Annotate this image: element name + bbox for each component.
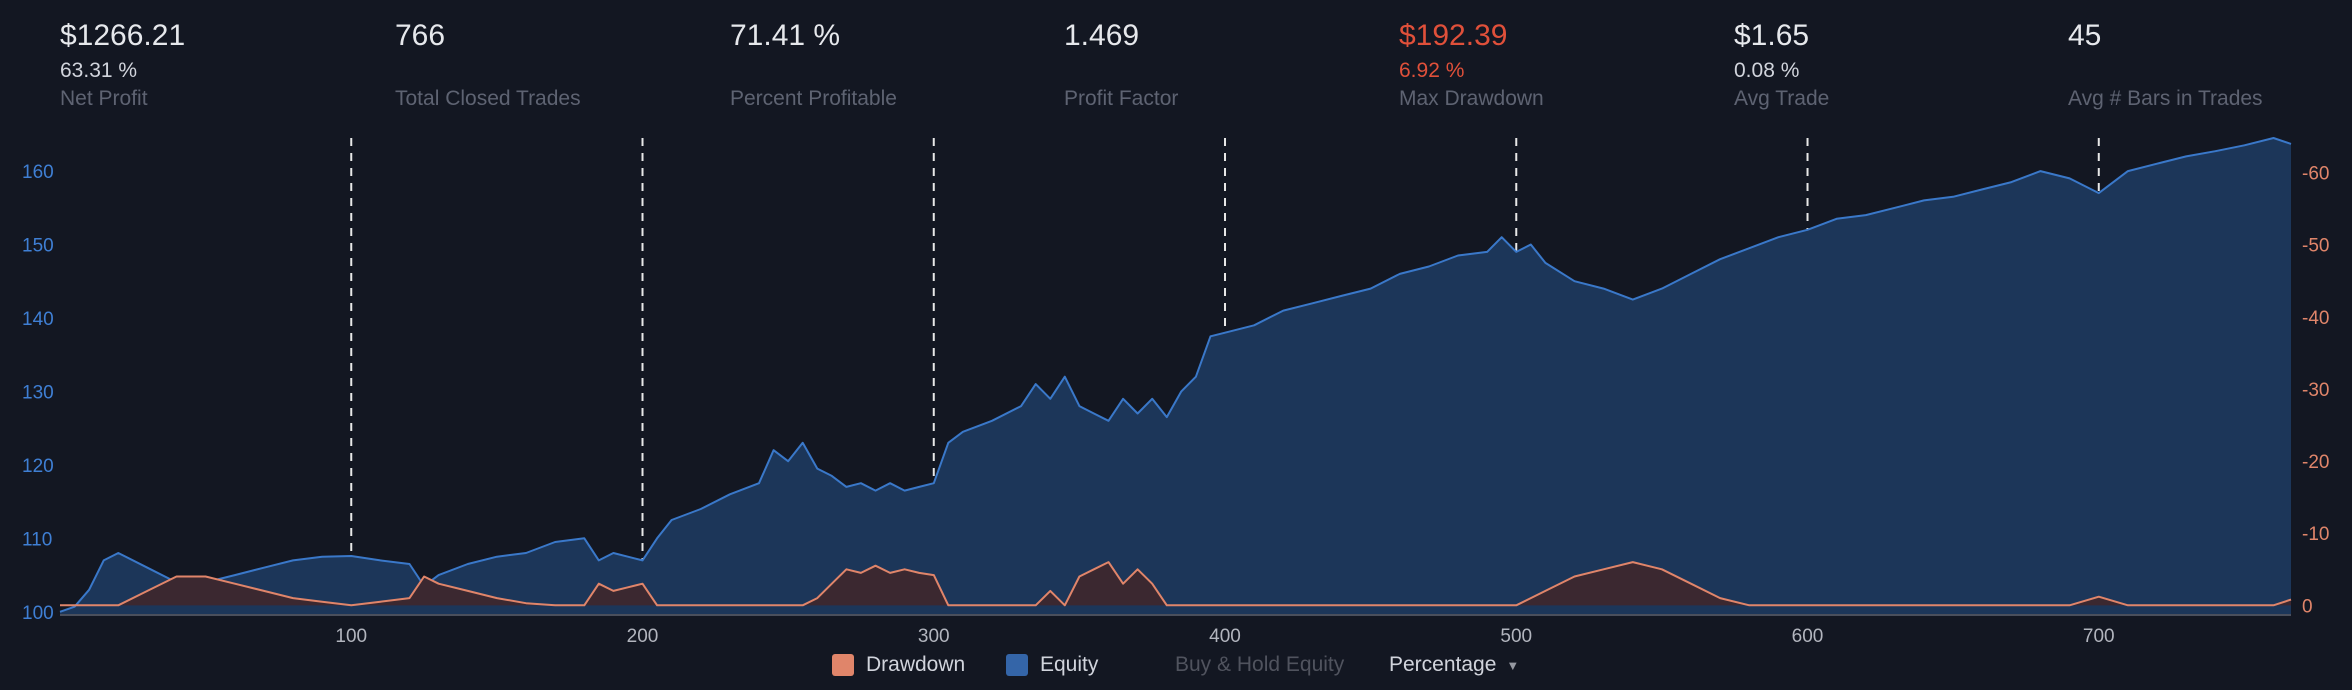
x-axis-ticks: 100 200 300 400 500 600 700 [335,626,2114,647]
x-tick-label: 700 [2083,626,2115,647]
stat-net-profit: $1266.21 63.31 % Net Profit [60,18,360,112]
stat-avg-trade: $1.65 0.08 % Avg Trade [1734,18,2034,112]
stat-label: Net Profit [60,87,148,110]
stat-sub: 6.92 % [1399,59,1465,82]
legend-buy-hold-label: Buy & Hold Equity [1175,653,1345,676]
stat-value: 1.469 [1064,19,1140,52]
right-tick-label: -10 [2302,524,2329,545]
x-tick-label: 500 [1500,626,1532,647]
x-tick-label: 100 [335,626,367,647]
left-tick-label: 120 [22,456,54,477]
legend-equity[interactable]: Equity [1006,648,1098,682]
right-tick-label: -60 [2302,164,2329,185]
legend-equity-label: Equity [1040,653,1099,676]
left-tick-label: 130 [22,382,54,403]
stat-profit-factor: 1.469 Profit Factor [1064,18,1364,112]
chart-legend: Drawdown Equity Buy & Hold Equity Percen… [0,648,2352,682]
equity-swatch-icon [1006,654,1028,676]
left-tick-label: 110 [22,529,52,550]
stat-max-drawdown: $192.39 6.92 % Max Drawdown [1399,18,1699,112]
right-tick-label: -30 [2302,380,2329,401]
stat-sub: 63.31 % [60,59,138,82]
stat-label: Total Closed Trades [395,87,581,110]
equity-series [59,137,2292,614]
legend-drawdown-label: Drawdown [866,653,966,676]
legend-buy-hold[interactable]: Buy & Hold Equity [1175,648,1344,682]
x-tick-label: 400 [1209,626,1241,647]
stat-sub: 0.08 % [1734,59,1800,82]
stat-label: Profit Factor [1064,87,1179,110]
left-tick-label: 150 [22,236,54,257]
drawdown-swatch-icon [832,654,854,676]
stat-value: $1266.21 [60,19,186,52]
stat-label: Avg # Bars in Trades [2068,87,2263,110]
legend-drawdown[interactable]: Drawdown [832,648,965,682]
x-tick-label: 600 [1792,626,1824,647]
stat-value: $1.65 [1734,19,1810,52]
left-tick-label: 160 [22,162,54,183]
left-axis-ticks: 100 110 120 130 140 150 160 [22,162,54,624]
equity-area [60,138,2291,614]
right-tick-label: -20 [2302,452,2329,473]
mode-dropdown[interactable]: Percentage ▼ [1389,648,1519,682]
drawdown-area [60,562,2291,606]
right-tick-label: 0 [2302,596,2313,617]
right-axis-ticks: 0 -10 -20 -30 -40 -50 -60 [2302,164,2329,618]
mode-dropdown-label: Percentage [1389,653,1497,676]
stat-label: Max Drawdown [1399,87,1544,110]
stat-value: 766 [395,19,446,52]
left-tick-label: 140 [22,309,54,330]
drawdown-series [60,561,2292,607]
stat-value: $192.39 [1399,19,1508,52]
stat-avg-bars: 45 Avg # Bars in Trades [2068,18,2352,112]
stat-label: Avg Trade [1734,87,1830,110]
stat-label: Percent Profitable [730,87,897,110]
right-tick-label: -40 [2302,308,2329,329]
chevron-down-icon: ▼ [1506,657,1520,673]
drawdown-line [60,561,2292,607]
left-tick-label: 100 [22,603,54,624]
stat-value: 71.41 % [730,19,841,52]
x-tick-label: 200 [627,626,659,647]
stat-total-closed-trades: 766 Total Closed Trades [395,18,695,112]
stat-value: 45 [2068,19,2102,52]
right-tick-label: -50 [2302,236,2329,257]
equity-line [59,137,2292,613]
stat-percent-profitable: 71.41 % Percent Profitable [730,18,1030,112]
stats-bar: $1266.21 63.31 % Net Profit 766 Total Cl… [0,0,2352,130]
x-tick-label: 300 [918,626,950,647]
